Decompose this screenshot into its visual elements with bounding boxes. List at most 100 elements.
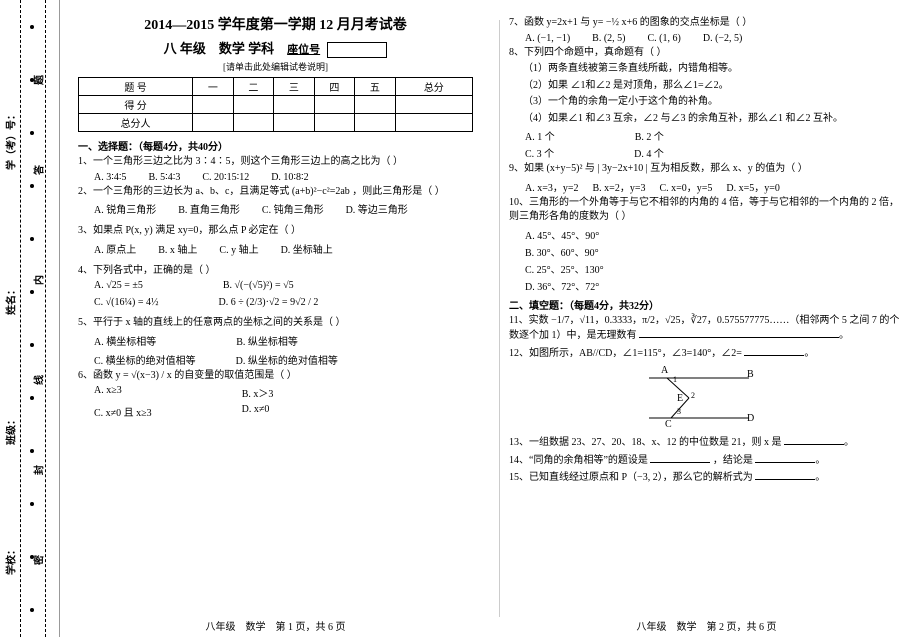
opt: C. 钝角三角形 — [262, 201, 324, 216]
blank[interactable] — [650, 453, 710, 463]
opt: B. 5∶4∶3 — [148, 172, 180, 183]
opt: A. 1 个 — [525, 128, 555, 143]
q12: 12、如图所示，AB//CD，∠1=115°，∠3=140°，∠2= 。 — [509, 346, 904, 362]
blank[interactable] — [755, 453, 815, 463]
opt: A. 45°、45°、90° — [525, 227, 904, 242]
opt: C. 20∶15∶12 — [202, 172, 249, 183]
opt: D. 纵坐标的绝对值相等 — [236, 352, 338, 367]
blank[interactable] — [744, 346, 804, 356]
q6: 6、函数 y = √(x−3) / x 的自变量的取值范围是（ ） — [78, 369, 473, 384]
fig-ang-2: 2 — [691, 391, 695, 400]
th: 一 — [193, 78, 234, 96]
opt: D. 坐标轴上 — [281, 241, 333, 256]
q14: 14、“同角的余角相等”的题设是 ，结论是 。 — [509, 453, 904, 469]
opt: B. 30°、60°、90° — [525, 244, 904, 259]
edit-hint: [请单击此处编辑试卷说明] — [78, 60, 473, 73]
vlabel-class: 班级： — [3, 415, 18, 445]
q9-opts: A. x=3，y=2 B. x=2，y=3 C. x=0，y=5 D. x=5，… — [525, 179, 904, 194]
th: 三 — [274, 78, 315, 96]
opt: B. 直角三角形 — [178, 201, 240, 216]
q8s3: （3）一个角的余角一定小于这个角的补角。 — [523, 95, 904, 110]
q8s4: （4）如果∠1 和∠3 互余，∠2 与∠3 的余角互补，那么∠1 和∠2 互补。 — [523, 112, 904, 127]
pages: 2014—2015 学年度第一学期 12 月月考试卷 八 年级 数学 学科 座位… — [68, 0, 914, 637]
q1-opts: A. 3∶4∶5 B. 5∶4∶3 C. 20∶15∶12 D. 10∶8∶2 — [94, 172, 473, 183]
fig-lbl-D: D — [747, 413, 754, 424]
opt: D. x≠0 — [242, 404, 270, 419]
q8s1: （1）两条直线被第三条直线所截，内错角相等。 — [523, 62, 904, 77]
q3-opts: A. 原点上 B. x 轴上 C. y 轴上 D. 坐标轴上 — [94, 241, 473, 256]
table-row: 得 分 — [79, 96, 473, 114]
q13: 13、一组数据 23、27、20、18、x、12 的中位数是 21，则 x 是 … — [509, 435, 904, 451]
th: 二 — [233, 78, 274, 96]
opt: D. 4 个 — [634, 145, 664, 160]
q7: 7、函数 y=2x+1 与 y= −½ x+6 的图象的交点坐标是（ ） — [509, 16, 904, 31]
seat-label: 座位号 — [287, 44, 320, 56]
fig-lbl-E: E — [677, 393, 683, 404]
vlabel-school: 学校： — [3, 545, 18, 575]
q3: 3、如果点 P(x, y) 满足 xy=0，那么点 P 必定在（ ） — [78, 224, 473, 239]
fig-lbl-B: B — [747, 369, 754, 380]
th: 题 号 — [79, 78, 193, 96]
opt: A. x≥3 — [94, 385, 122, 400]
blank[interactable] — [639, 328, 839, 338]
q4-opts: A. √25 = ±5 B. √(−(√5)²) = √5 C. √(16¼) … — [94, 280, 473, 308]
seal-char-0: 密 — [31, 555, 46, 565]
q10: 10、三角形的一个外角等于与它不相邻的内角的 4 倍，等于与它相邻的一个内角的 … — [509, 196, 904, 225]
table-row: 总分人 — [79, 114, 473, 132]
opt: D. 6 ÷ (2/3)·√2 = 9√2 / 2 — [218, 297, 318, 308]
opt: B. √(−(√5)²) = √5 — [223, 280, 294, 291]
opt: B. x＞3 — [242, 385, 274, 400]
q2: 2、一个三角形的三边长为 a、b、c，且满足等式 (a+b)²−c²=2ab ，… — [78, 185, 473, 200]
subject: 数学 学科 — [219, 41, 274, 56]
opt: B. 纵坐标相等 — [236, 333, 298, 348]
vlabel-id: 学（考）号： — [3, 110, 18, 170]
opt: C. (1, 6) — [648, 33, 681, 44]
opt: D. 等边三角形 — [346, 201, 408, 216]
blank[interactable] — [784, 435, 844, 445]
subtitle: 八 年级 数学 学科 座位号 — [78, 38, 473, 58]
q5: 5、平行于 x 轴的直线上的任意两点的坐标之间的关系是（ ） — [78, 316, 473, 331]
row-label: 总分人 — [79, 114, 193, 132]
fig-ang-3: 3 — [677, 407, 681, 416]
opt: C. √(16¼) = 4½ — [94, 297, 158, 308]
q14-text: 14、“同角的余角相等”的题设是 — [509, 455, 648, 466]
opt: B. x 轴上 — [158, 241, 197, 256]
score-table: 题 号 一 二 三 四 五 总分 得 分 总分人 — [78, 77, 473, 132]
seal-dash-2 — [45, 0, 46, 637]
seal-char-2: 线 — [31, 375, 46, 385]
opt: D. (−2, 5) — [703, 33, 743, 44]
opt: C. x≠0 且 x≥3 — [94, 404, 152, 419]
opt: B. (2, 5) — [592, 33, 625, 44]
th: 五 — [355, 78, 396, 96]
opt: C. x=0，y=5 — [659, 179, 712, 194]
vlabel-name: 姓名： — [3, 285, 18, 315]
th: 总分 — [395, 78, 472, 96]
exam-title: 2014—2015 学年度第一学期 12 月月考试卷 — [78, 14, 473, 34]
figure-q12: A B E C D 1 2 3 — [629, 363, 769, 433]
seal-dots — [30, 0, 34, 637]
seal-char-5: 题 — [31, 75, 46, 85]
q5-opts: A. 横坐标相等 B. 纵坐标相等 C. 横坐标的绝对值相等 D. 纵坐标的绝对… — [94, 333, 473, 367]
page-2: 7、函数 y=2x+1 与 y= −½ x+6 的图象的交点坐标是（ ） A. … — [499, 0, 914, 637]
q4: 4、下列各式中，正确的是（ ） — [78, 264, 473, 279]
blank[interactable] — [755, 470, 815, 480]
opt: A. 3∶4∶5 — [94, 172, 126, 183]
opt: A. (−1, −1) — [525, 33, 570, 44]
fig-lbl-A: A — [661, 365, 668, 376]
q10-opts: A. 45°、45°、90° B. 30°、60°、90° C. 25°、25°… — [525, 227, 904, 293]
opt: B. x=2，y=3 — [593, 179, 646, 194]
opt: C. 横坐标的绝对值相等 — [94, 352, 196, 367]
seat-box[interactable] — [327, 42, 387, 58]
q6-opts: A. x≥3 B. x＞3 C. x≠0 且 x≥3 D. x≠0 — [94, 385, 473, 419]
q13-text: 13、一组数据 23、27、20、18、x、12 的中位数是 21，则 x 是 — [509, 437, 782, 448]
q8: 8、下列四个命题中，真命题有（ ） — [509, 46, 904, 61]
grade: 八 年级 — [164, 41, 206, 56]
table-row: 题 号 一 二 三 四 五 总分 — [79, 78, 473, 96]
row-label: 得 分 — [79, 96, 193, 114]
opt: A. √25 = ±5 — [94, 280, 143, 291]
q7-opts: A. (−1, −1) B. (2, 5) C. (1, 6) D. (−2, … — [525, 33, 904, 44]
page-1: 2014—2015 学年度第一学期 12 月月考试卷 八 年级 数学 学科 座位… — [68, 0, 483, 637]
q14b-text: ，结论是 — [713, 455, 753, 466]
opt: B. 2 个 — [635, 128, 664, 143]
fig-ang-1: 1 — [673, 375, 677, 384]
